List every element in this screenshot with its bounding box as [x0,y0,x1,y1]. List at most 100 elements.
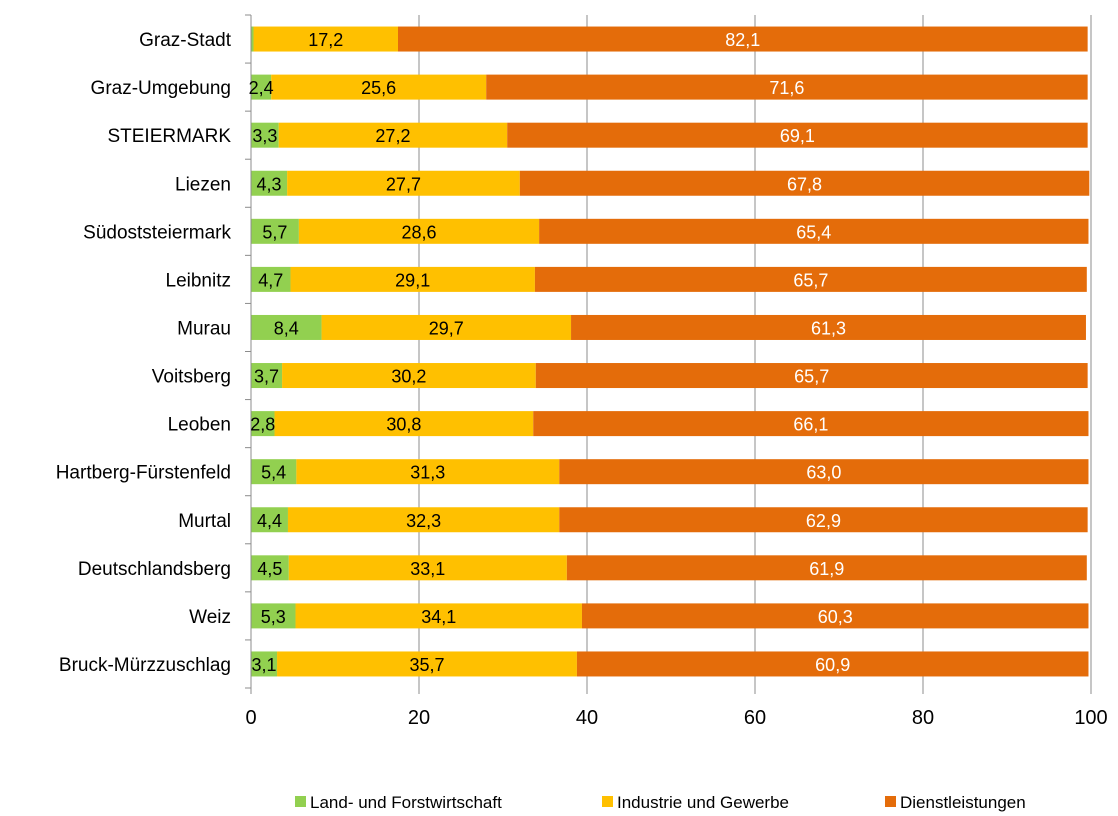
legend-swatch [295,796,306,807]
data-label: 32,3 [406,511,441,531]
legend-label: Land- und Forstwirtschaft [310,793,502,812]
data-label: 17,2 [308,30,343,50]
data-label: 65,7 [793,270,828,290]
data-label: 71,6 [769,78,804,98]
category-label: Bruck-Mürzzuschlag [59,655,231,676]
data-label: 65,7 [794,367,829,387]
bar-segment [282,363,536,389]
legend: Land- und Forstwirtschaft Industrie und G… [295,793,1026,812]
bar-segment [566,555,1087,581]
data-label: 30,2 [391,367,426,387]
x-tick-label: 60 [744,707,766,729]
bar-segment [251,555,289,581]
bar-segment [534,266,1087,292]
bar-segment [251,170,288,196]
bar-segment [321,314,572,340]
data-label: 3,3 [252,126,277,146]
category-label: Voitsberg [152,367,231,388]
data-label: 4,4 [257,511,282,531]
bar-segment [533,411,1089,437]
data-label: 27,7 [386,174,421,194]
bar-segment [559,459,1089,485]
bar-segment [576,651,1089,677]
bar-segment [287,507,560,533]
data-label: 29,1 [395,270,430,290]
data-label: 25,6 [361,78,396,98]
bar-segment [296,459,560,485]
category-label: Leoben [168,415,231,436]
bar-segment [251,26,254,52]
category-label: STEIERMARK [107,126,231,147]
data-label: 82,1 [725,30,760,50]
bar-segment [251,651,278,677]
category-label: Graz-Stadt [139,30,232,51]
x-tick-label: 0 [245,707,256,729]
data-label: 67,8 [787,174,822,194]
category-label: Murau [177,318,231,339]
bar-segment [274,411,534,437]
bar-segment [535,363,1088,389]
data-label: 2,8 [250,415,275,435]
data-label: 27,2 [375,126,410,146]
category-label: Leibnitz [166,270,232,291]
bar-segment [278,122,508,148]
x-tick-label: 20 [408,707,430,729]
data-label: 34,1 [421,607,456,627]
data-label: 60,9 [815,655,850,675]
data-label: 3,1 [252,655,277,675]
data-label: 3,7 [254,367,279,387]
data-label: 66,1 [793,415,828,435]
data-label: 28,6 [401,222,436,242]
category-label: Deutschlandsberg [78,559,231,580]
bar-segment [486,74,1088,100]
data-label: 29,7 [429,318,464,338]
legend-label: Industrie und Gewerbe [617,793,789,812]
bar-segment [288,555,567,581]
bar-segment [253,26,398,52]
data-label: 69,1 [780,126,815,146]
data-label: 61,3 [811,318,846,338]
data-label: 65,4 [796,222,831,242]
bar-segment [398,26,1088,52]
bar-segment [251,314,322,340]
bar-segment [295,603,582,629]
bar-segment [290,266,535,292]
data-label: 31,3 [410,463,445,483]
x-tick-label: 100 [1074,707,1107,729]
bar-segment [251,266,291,292]
x-tick-label: 80 [912,707,934,729]
bar-segment [251,218,299,244]
bar-segment [251,74,272,100]
category-label: Südoststeiermark [83,222,231,243]
data-label: 2,4 [249,78,274,98]
legend-swatch [885,796,896,807]
bar-segment [271,74,487,100]
bar-segment [251,363,283,389]
data-label: 62,9 [806,511,841,531]
category-label: Liezen [175,174,231,195]
legend-swatch [602,796,613,807]
legend-label: Dienstleistungen [900,793,1026,812]
bar-segment [507,122,1088,148]
bar-segment [581,603,1089,629]
bar-segment [519,170,1090,196]
category-label: Hartberg-Fürstenfeld [56,463,231,484]
bar-segment [251,507,288,533]
data-label: 35,7 [409,655,444,675]
data-label: 5,4 [261,463,286,483]
data-label: 30,8 [386,415,421,435]
bar-segment [251,603,296,629]
data-label: 63,0 [806,463,841,483]
data-label: 4,3 [257,174,282,194]
bar-segment [287,170,520,196]
bar-segment [298,218,540,244]
axes: 0 20 40 60 80 100 Graz-Stadt Graz-Umgebung STEIE… [56,14,1108,729]
category-label: Murtal [178,511,231,532]
data-label: 8,4 [274,318,299,338]
gridlines [418,15,1092,688]
data-label: 60,3 [818,607,853,627]
bar-segment [571,314,1086,340]
data-label: 33,1 [410,559,445,579]
x-tick-label: 40 [576,707,598,729]
